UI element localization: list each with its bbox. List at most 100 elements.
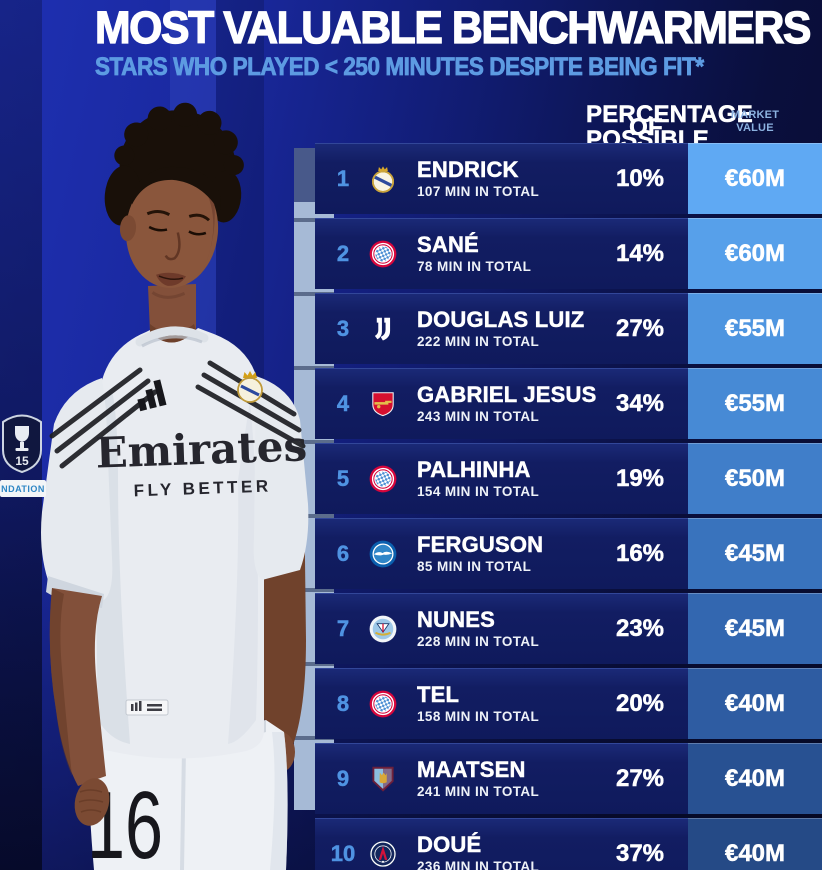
club-crest	[361, 239, 405, 269]
minutes-total: 228 MIN IN TOTAL	[417, 633, 540, 649]
player-name: NUNES	[417, 606, 496, 632]
player-name: DOUGLAS LUIZ	[417, 306, 585, 332]
arsenal-badge-icon	[368, 389, 398, 419]
foundation-patch: NDATION	[0, 480, 46, 497]
minutes-total: 241 MIN IN TOTAL	[417, 783, 540, 799]
juventus-badge-icon	[368, 314, 398, 344]
table-row: 6 FERGUSON 85 MIN IN TOTAL 16% €45M	[315, 518, 822, 589]
percentage-value: 34%	[615, 389, 665, 417]
minutes-total: 154 MIN IN TOTAL	[417, 483, 540, 499]
club-crest	[361, 464, 405, 494]
table-row: 7 NUNES 228 MIN IN TOTAL 23% €45M	[315, 593, 822, 664]
aston-villa-badge-icon	[368, 764, 398, 794]
player-info: MAATSEN 241 MIN IN TOTAL	[405, 756, 592, 799]
real-madrid-badge-icon	[368, 164, 398, 194]
minutes-total: 222 MIN IN TOTAL	[417, 333, 540, 349]
club-crest	[361, 164, 405, 194]
bayern-badge-icon	[368, 239, 398, 269]
player-info: SANÉ 78 MIN IN TOTAL	[405, 231, 592, 274]
percentage-value: 20%	[615, 689, 665, 717]
table-row: 1 ENDRICK 107 MIN IN TOTAL 10% €60M	[315, 143, 822, 214]
club-crest	[361, 839, 405, 869]
player-info: ENDRICK 107 MIN IN TOTAL	[405, 156, 592, 199]
player-left-arm	[49, 588, 110, 826]
table-row: 8 TEL 158 MIN IN TOTAL 20% €40M	[315, 668, 822, 739]
rank-number: 4	[336, 390, 350, 416]
market-value-cell: €40M	[688, 743, 822, 814]
player-name: MAATSEN	[417, 756, 526, 782]
player-face	[125, 172, 219, 288]
percentage-value: 37%	[615, 839, 665, 867]
club-crest	[361, 764, 405, 794]
player-info: NUNES 228 MIN IN TOTAL	[405, 606, 592, 649]
rank-number: 10	[330, 840, 356, 866]
foundation-patch-text: NDATION	[1, 484, 45, 494]
market-value-cell: €55M	[688, 368, 822, 439]
rank-number: 9	[336, 765, 350, 791]
table-row: 3 DOUGLAS LUIZ 222 MIN IN TOTAL 27% €55M	[315, 293, 822, 364]
adidas-logo-icon	[137, 379, 167, 412]
player-info: FERGUSON 85 MIN IN TOTAL	[405, 531, 592, 574]
col-header-market-value-line2: VALUE	[736, 121, 774, 134]
percentage-value: 14%	[615, 239, 665, 267]
psg-badge-icon	[368, 839, 398, 869]
player-name: TEL	[417, 681, 460, 707]
market-value-cell: €60M	[688, 218, 822, 289]
minutes-total: 78 MIN IN TOTAL	[417, 258, 532, 274]
club-crest	[361, 614, 405, 644]
player-info: DOUGLAS LUIZ 222 MIN IN TOTAL	[405, 306, 592, 349]
player-info: PALHINHA 154 MIN IN TOTAL	[405, 456, 592, 499]
rank-number: 2	[336, 240, 350, 266]
table-row: 10 DOUÉ 236 MIN IN TOTAL 37% €40M	[315, 818, 822, 870]
player-neck	[135, 284, 209, 348]
rank-number: 8	[336, 690, 350, 716]
club-crest	[361, 539, 405, 569]
market-value-cell: €45M	[688, 593, 822, 664]
table-row: 4 GABRIEL JESUS 243 MIN IN TOTAL 34% €55…	[315, 368, 822, 439]
table-row: 5 PALHINHA 154 MIN IN TOTAL 19% €50M	[315, 443, 822, 514]
bayern-badge-icon	[368, 689, 398, 719]
table-column-headers: PERCENTAGE OF POSSIBLE MIN MARKET VALUE	[315, 102, 822, 164]
player-info: TEL 158 MIN IN TOTAL	[405, 681, 592, 724]
rank-number: 6	[336, 540, 350, 566]
market-value-cell: €40M	[688, 818, 822, 870]
player-name: SANÉ	[417, 231, 479, 257]
player-name: FERGUSON	[417, 531, 544, 557]
rank-number: 5	[336, 465, 350, 491]
sponsor-text-fly-better: FLY BETTER	[133, 477, 272, 501]
ucl-starball-badge-icon: 15	[1, 414, 42, 474]
player-photo: 16	[0, 102, 309, 870]
benchwarmers-table: 1 ENDRICK 107 MIN IN TOTAL 10% €60M 2 SA…	[315, 143, 822, 870]
percentage-value: 27%	[615, 764, 665, 792]
player-jersey	[41, 326, 309, 759]
market-value-cell: €50M	[688, 443, 822, 514]
minutes-total: 107 MIN IN TOTAL	[417, 183, 540, 199]
rank-number: 7	[336, 615, 350, 641]
player-name: PALHINHA	[417, 456, 531, 482]
percentage-value: 16%	[615, 539, 665, 567]
player-name: ENDRICK	[417, 156, 519, 182]
rank-number: 1	[336, 165, 350, 191]
player-name: DOUÉ	[417, 831, 482, 857]
man-city-badge-icon	[368, 614, 398, 644]
minutes-total: 158 MIN IN TOTAL	[417, 708, 540, 724]
col-header-market-value: MARKET VALUE	[695, 109, 815, 134]
market-value-cell: €55M	[688, 293, 822, 364]
percentage-value: 27%	[615, 314, 665, 342]
real-madrid-crest-icon	[237, 371, 263, 403]
market-value-cell: €60M	[688, 143, 822, 214]
bayern-badge-icon	[368, 464, 398, 494]
brighton-badge-icon	[368, 539, 398, 569]
percentage-value: 10%	[615, 164, 665, 192]
minutes-total: 243 MIN IN TOTAL	[417, 408, 540, 424]
table-row: 2 SANÉ 78 MIN IN TOTAL 14% €60M	[315, 218, 822, 289]
rank-number: 3	[336, 315, 350, 341]
player-info: DOUÉ 236 MIN IN TOTAL	[405, 831, 592, 870]
player-head	[104, 102, 244, 299]
minutes-total: 85 MIN IN TOTAL	[417, 558, 532, 574]
club-crest	[361, 689, 405, 719]
ucl-badge-number: 15	[15, 454, 29, 468]
percentage-value: 23%	[615, 614, 665, 642]
club-crest	[361, 314, 405, 344]
